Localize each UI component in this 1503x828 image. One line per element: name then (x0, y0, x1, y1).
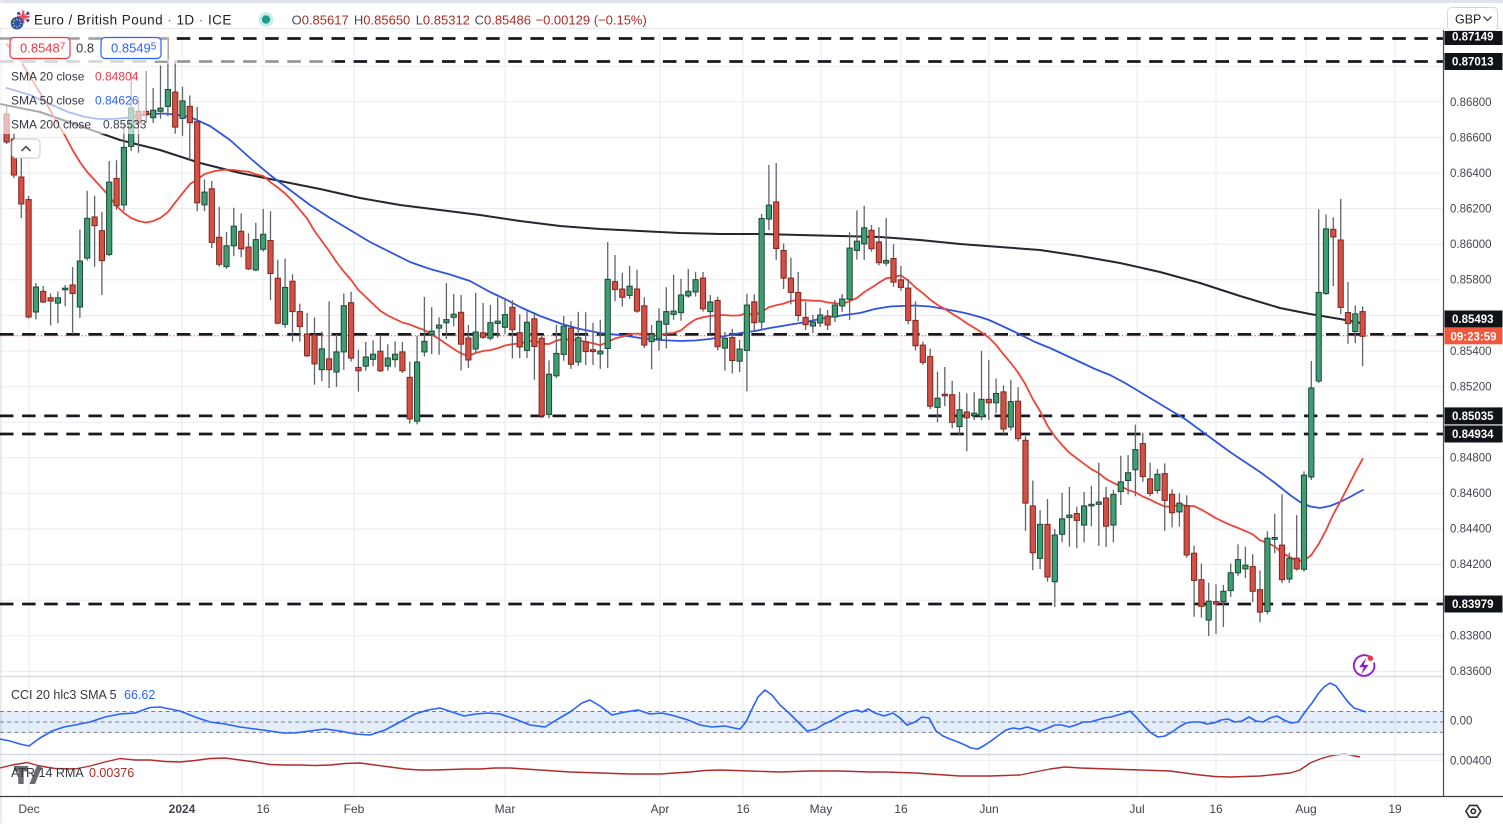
svg-text:0.84804: 0.84804 (95, 70, 139, 84)
svg-text:Feb: Feb (344, 802, 365, 816)
svg-text:C0.85486: C0.85486 (475, 13, 531, 28)
svg-text:0.85400: 0.85400 (1450, 346, 1492, 358)
svg-text:Jun: Jun (979, 802, 998, 816)
svg-text:0.00400: 0.00400 (1450, 755, 1492, 767)
svg-text:0.85800: 0.85800 (1450, 275, 1492, 287)
svg-text:0.87013: 0.87013 (1452, 57, 1494, 69)
svg-text:66.62: 66.62 (124, 688, 155, 702)
svg-text:Jul: Jul (1129, 802, 1144, 816)
svg-text:16: 16 (256, 802, 270, 816)
svg-text:Dec: Dec (18, 802, 39, 816)
svg-text:0.00: 0.00 (1450, 715, 1472, 727)
svg-text:09:23:59: 09:23:59 (1451, 331, 1497, 343)
svg-text:GBP: GBP (1455, 13, 1481, 27)
svg-text:0.86200: 0.86200 (1450, 204, 1492, 216)
svg-text:0.86800: 0.86800 (1450, 97, 1492, 109)
svg-text:0.83979: 0.83979 (1452, 599, 1494, 611)
svg-text:0.86000: 0.86000 (1450, 239, 1492, 251)
svg-text:0.84200: 0.84200 (1450, 559, 1492, 571)
svg-text:Mar: Mar (495, 802, 516, 816)
svg-text:0.85533: 0.85533 (103, 118, 147, 132)
svg-text:2024: 2024 (169, 802, 196, 816)
svg-text:0.84800: 0.84800 (1450, 453, 1492, 465)
svg-text:19: 19 (1388, 802, 1402, 816)
svg-text:0.83800: 0.83800 (1450, 631, 1492, 643)
svg-text:0.84626: 0.84626 (95, 94, 139, 108)
svg-text:0.84400: 0.84400 (1450, 524, 1492, 536)
svg-text:0.87149: 0.87149 (1452, 32, 1494, 44)
svg-text:Apr: Apr (651, 802, 670, 816)
svg-text:0.86600: 0.86600 (1450, 133, 1492, 145)
svg-text:0.85487: 0.85487 (20, 41, 66, 56)
svg-text:0.85035: 0.85035 (1452, 411, 1494, 423)
svg-text:0.8: 0.8 (76, 41, 94, 56)
svg-text:−0.00129 (−0.15%): −0.00129 (−0.15%) (536, 13, 647, 28)
svg-text:Aug: Aug (1295, 802, 1316, 816)
svg-text:16: 16 (1209, 802, 1223, 816)
svg-text:0.84600: 0.84600 (1450, 488, 1492, 500)
svg-text:O0.85617: O0.85617 (292, 13, 349, 28)
svg-text:H0.85650: H0.85650 (354, 13, 410, 28)
svg-text:0.84934: 0.84934 (1452, 429, 1494, 441)
svg-text:Euro / British Pound · 1D · IC: Euro / British Pound · 1D · ICE (34, 13, 232, 28)
svg-text:CCI 20 hlc3 SMA 5: CCI 20 hlc3 SMA 5 (11, 688, 117, 702)
svg-text:ATR 14 RMA: ATR 14 RMA (11, 766, 84, 780)
svg-text:0.85200: 0.85200 (1450, 382, 1492, 394)
svg-text:SMA 200 close: SMA 200 close (11, 118, 91, 132)
svg-text:SMA 50 close: SMA 50 close (11, 94, 85, 108)
svg-text:0.85493: 0.85493 (1452, 314, 1494, 326)
svg-text:0.83600: 0.83600 (1450, 666, 1492, 678)
svg-text:SMA 20 close: SMA 20 close (11, 70, 85, 84)
svg-text:0.00376: 0.00376 (89, 766, 134, 780)
svg-text:16: 16 (894, 802, 908, 816)
svg-text:L0.85312: L0.85312 (416, 13, 470, 28)
svg-text:16: 16 (736, 802, 750, 816)
svg-text:May: May (810, 802, 833, 816)
svg-text:0.85495: 0.85495 (111, 41, 157, 56)
svg-text:0.86400: 0.86400 (1450, 168, 1492, 180)
